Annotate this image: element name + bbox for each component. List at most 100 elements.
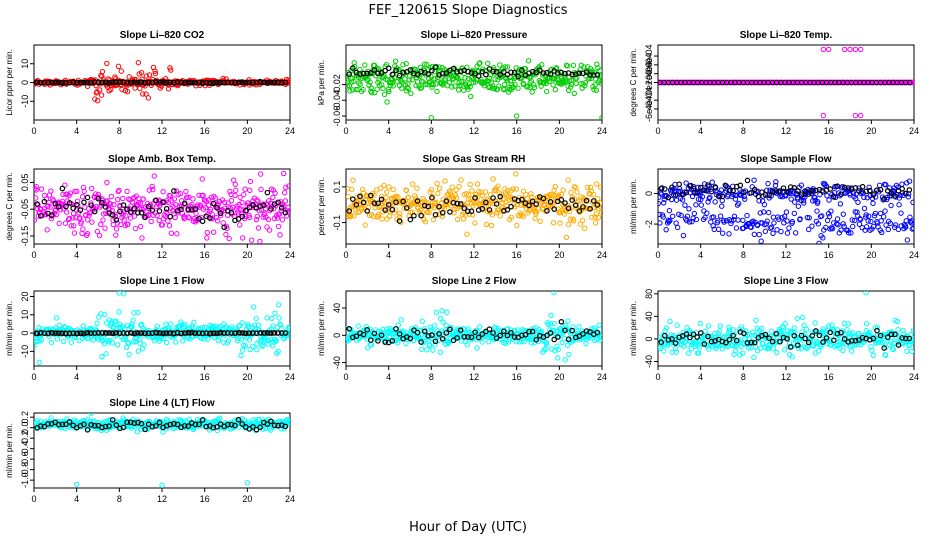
median-point [48,330,55,336]
data-point [570,218,577,224]
data-points [346,58,602,120]
data-point [667,218,673,224]
outlier-point [428,114,435,120]
data-point [442,76,449,82]
data-point [874,324,881,330]
median-point [84,329,91,336]
median-point [77,207,84,213]
data-point [673,220,679,226]
data-point [368,89,375,96]
data-point [378,203,384,209]
data-point [493,187,499,194]
median-point [199,218,206,225]
data-point [207,206,214,213]
median-point [841,336,848,342]
data-point [152,70,159,77]
median-point [411,327,417,333]
median-point [138,79,145,85]
data-point [384,189,390,195]
data-point [435,74,441,81]
median-point [192,206,199,212]
data-point [382,201,388,207]
data-point [717,213,724,219]
data-point [495,325,501,332]
data-point [451,206,458,213]
data-point [374,86,380,92]
data-point [826,197,832,203]
median-point [841,184,848,191]
data-point [474,345,480,351]
data-point [589,199,596,205]
y-tick-label: 40 [332,303,342,313]
data-point [825,323,832,329]
data-point [254,346,260,353]
median-point [802,188,808,194]
data-point [205,202,212,208]
median-point [167,213,174,220]
median-point [63,203,69,210]
y-axis-label: degrees C per min. [629,48,638,116]
data-point [89,219,95,225]
y-axis-label: ml/min per min. [5,301,14,356]
data-point [784,218,790,224]
data-point [579,217,586,224]
median-point [45,330,51,337]
data-point [664,342,671,349]
median-point [34,79,41,85]
median-point [34,330,41,337]
median-point [364,208,370,214]
y-tick-label: -40 [644,355,654,368]
data-point [282,190,288,196]
median-point [813,187,819,194]
median-point [73,330,80,337]
data-point [674,224,681,231]
data-point [574,189,580,195]
data-point [167,193,174,199]
data-point [566,351,572,358]
median-point [519,67,525,73]
data-point [115,63,122,70]
data-point [249,237,255,243]
median-point [755,193,762,200]
median-point [235,329,242,336]
median-point [260,330,267,336]
data-point [494,86,501,92]
data-point [595,214,602,221]
median-point [59,330,66,337]
median-point [870,192,877,198]
median-point [135,79,141,86]
data-point [442,178,448,184]
data-point [143,73,150,79]
data-point [165,86,172,92]
median-point [207,80,213,87]
median-point [275,199,281,206]
data-point [286,325,290,332]
median-point [576,70,583,77]
data-point [702,214,708,221]
median-point [102,204,109,210]
data-point [710,214,717,220]
data-point [680,232,687,239]
data-point [94,98,101,104]
data-point [898,210,904,216]
data-point [705,346,712,352]
data-point [80,226,86,232]
data-point [477,324,483,330]
median-point [432,338,439,345]
data-point [101,341,107,347]
data-point [882,352,889,358]
data-point [571,90,577,97]
data-point [109,340,116,346]
data-point [204,229,211,236]
data-point [828,225,835,231]
x-tick-label: 0 [343,126,348,136]
median-point [723,183,729,189]
median-point [149,79,156,86]
data-point [479,192,486,199]
data-point [760,340,766,347]
data-point [154,212,160,219]
median-point [63,80,69,86]
median-point [382,339,388,345]
x-tick-label: 16 [200,126,210,136]
